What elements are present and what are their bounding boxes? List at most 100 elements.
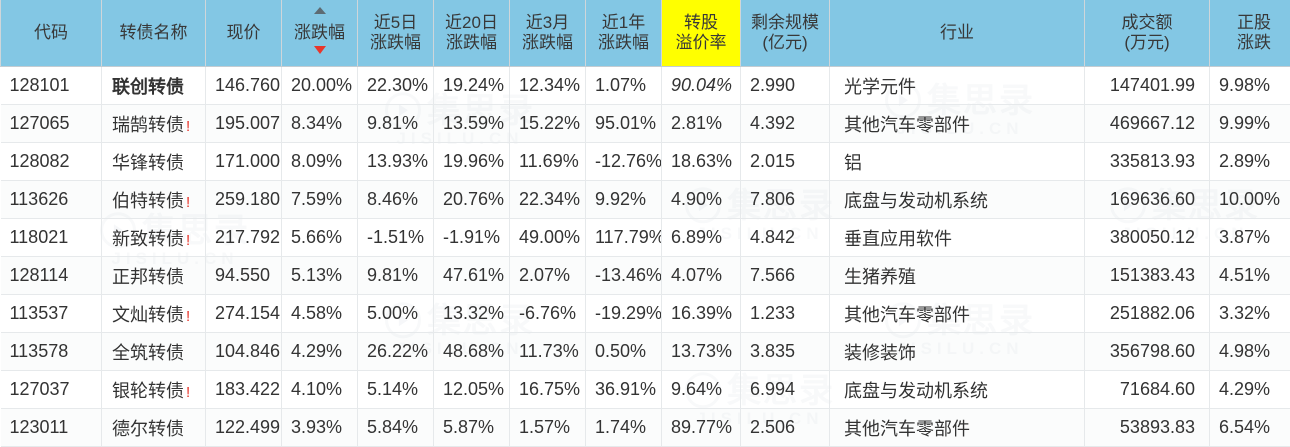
cell-code[interactable]: 127065 bbox=[1, 105, 102, 143]
cell-stock-change: 10.00% bbox=[1210, 181, 1290, 219]
cell-bond-name[interactable]: 华锋转债 bbox=[102, 143, 206, 181]
cell-code[interactable]: 128114 bbox=[1, 257, 102, 295]
cell-stock-change: 2.89% bbox=[1210, 143, 1290, 181]
header-line1: 行业 bbox=[940, 23, 974, 42]
cell-code[interactable]: 123011 bbox=[1, 409, 102, 447]
cell-remaining-size: 7.806 bbox=[741, 181, 830, 219]
cell-code[interactable]: 113537 bbox=[1, 295, 102, 333]
cell-code[interactable]: 128082 bbox=[1, 143, 102, 181]
redemption-alert-icon[interactable]: ! bbox=[186, 308, 190, 325]
cell-3month-pct: 22.34% bbox=[510, 181, 586, 219]
cell-remaining-size: 6.994 bbox=[741, 371, 830, 409]
cell-conversion-premium: 16.39% bbox=[662, 295, 741, 333]
bond-name-label: 文灿转债 bbox=[112, 305, 184, 325]
cell-3month-pct: 15.22% bbox=[510, 105, 586, 143]
sort-ascending-icon[interactable] bbox=[314, 7, 326, 14]
cell-stock-change: 4.51% bbox=[1210, 257, 1290, 295]
column-header-price[interactable]: 现价 bbox=[206, 0, 282, 67]
cell-code[interactable]: 127037 bbox=[1, 371, 102, 409]
header-line1: 近1年 bbox=[602, 13, 645, 32]
cell-5day-pct: 9.81% bbox=[358, 105, 434, 143]
column-header-code[interactable]: 代码 bbox=[1, 0, 102, 67]
sort-descending-icon[interactable] bbox=[314, 46, 326, 54]
cell-bond-name[interactable]: 全筑转债 bbox=[102, 333, 206, 371]
cell-code[interactable]: 128101 bbox=[1, 67, 102, 105]
column-header-d20[interactable]: 近20日涨跌幅 bbox=[434, 0, 510, 67]
cell-change-pct: 3.93% bbox=[282, 409, 358, 447]
cell-bond-name[interactable]: 德尔转债 bbox=[102, 409, 206, 447]
cell-remaining-size: 4.392 bbox=[741, 105, 830, 143]
cell-stock-change: 9.98% bbox=[1210, 67, 1290, 105]
cell-bond-name[interactable]: 文灿转债! bbox=[102, 295, 206, 333]
cell-price: 146.760 bbox=[206, 67, 282, 105]
cell-5day-pct: 5.00% bbox=[358, 295, 434, 333]
cell-bond-name[interactable]: 伯特转债! bbox=[102, 181, 206, 219]
cell-20day-pct: 12.05% bbox=[434, 371, 510, 409]
column-header-label-code: 代码 bbox=[34, 23, 68, 43]
column-header-chg[interactable]: 涨跌幅 bbox=[282, 0, 358, 67]
cell-price: 183.422 bbox=[206, 371, 282, 409]
cell-20day-pct: 5.87% bbox=[434, 409, 510, 447]
redemption-alert-icon[interactable]: ! bbox=[186, 118, 190, 135]
header-line1: 正股 bbox=[1237, 13, 1271, 32]
column-header-m3[interactable]: 近3月涨跌幅 bbox=[510, 0, 586, 67]
column-header-turnover[interactable]: 成交额(万元) bbox=[1085, 0, 1210, 67]
cell-change-pct: 20.00% bbox=[282, 67, 358, 105]
cell-conversion-premium: 89.77% bbox=[662, 409, 741, 447]
cell-code[interactable]: 113578 bbox=[1, 333, 102, 371]
cell-bond-name[interactable]: 联创转债 bbox=[102, 67, 206, 105]
redemption-alert-icon[interactable]: ! bbox=[186, 194, 190, 211]
bond-name-label: 全筑转债 bbox=[112, 343, 184, 363]
cell-bond-name[interactable]: 银轮转债! bbox=[102, 371, 206, 409]
cell-industry: 底盘与发动机系统 bbox=[830, 181, 1085, 219]
column-header-y1[interactable]: 近1年涨跌幅 bbox=[586, 0, 662, 67]
cell-1year-pct: 1.74% bbox=[586, 409, 662, 447]
column-header-industry[interactable]: 行业 bbox=[830, 0, 1085, 67]
cell-1year-pct: 117.79% bbox=[586, 219, 662, 257]
cell-change-pct: 4.29% bbox=[282, 333, 358, 371]
column-header-size[interactable]: 剩余规模(亿元) bbox=[741, 0, 830, 67]
redemption-alert-icon[interactable]: ! bbox=[186, 232, 190, 249]
column-header-stockchg[interactable]: 正股涨跌 bbox=[1210, 0, 1290, 67]
cell-5day-pct: 5.14% bbox=[358, 371, 434, 409]
column-header-label-size: 剩余规模(亿元) bbox=[751, 13, 819, 53]
cell-remaining-size: 7.566 bbox=[741, 257, 830, 295]
cell-bond-name[interactable]: 瑞鹄转债! bbox=[102, 105, 206, 143]
cell-bond-name[interactable]: 正邦转债 bbox=[102, 257, 206, 295]
header-row: 代码转债名称现价涨跌幅近5日涨跌幅近20日涨跌幅近3月涨跌幅近1年涨跌幅转股溢价… bbox=[1, 0, 1290, 67]
cell-industry: 铝 bbox=[830, 143, 1085, 181]
cell-turnover: 335813.93 bbox=[1085, 143, 1210, 181]
cell-3month-pct: 16.75% bbox=[510, 371, 586, 409]
bond-name-label: 华锋转债 bbox=[112, 153, 184, 173]
cell-turnover: 356798.60 bbox=[1085, 333, 1210, 371]
cell-code[interactable]: 113626 bbox=[1, 181, 102, 219]
cell-remaining-size: 4.842 bbox=[741, 219, 830, 257]
header-line2: 涨跌幅 bbox=[522, 33, 573, 52]
cell-stock-change: 9.99% bbox=[1210, 105, 1290, 143]
column-header-name[interactable]: 转债名称 bbox=[102, 0, 206, 67]
cell-3month-pct: 49.00% bbox=[510, 219, 586, 257]
column-header-premium[interactable]: 转股溢价率 bbox=[662, 0, 741, 67]
cell-bond-name[interactable]: 新致转债! bbox=[102, 219, 206, 257]
column-header-label-price: 现价 bbox=[227, 23, 261, 43]
column-header-d5[interactable]: 近5日涨跌幅 bbox=[358, 0, 434, 67]
bond-name-label: 新致转债 bbox=[112, 229, 184, 249]
cell-turnover: 147401.99 bbox=[1085, 67, 1210, 105]
header-line1: 近5日 bbox=[374, 13, 417, 32]
cell-remaining-size: 1.233 bbox=[741, 295, 830, 333]
cell-industry: 装修装饰 bbox=[830, 333, 1085, 371]
cell-code[interactable]: 118021 bbox=[1, 219, 102, 257]
redemption-alert-icon[interactable]: ! bbox=[186, 384, 190, 401]
